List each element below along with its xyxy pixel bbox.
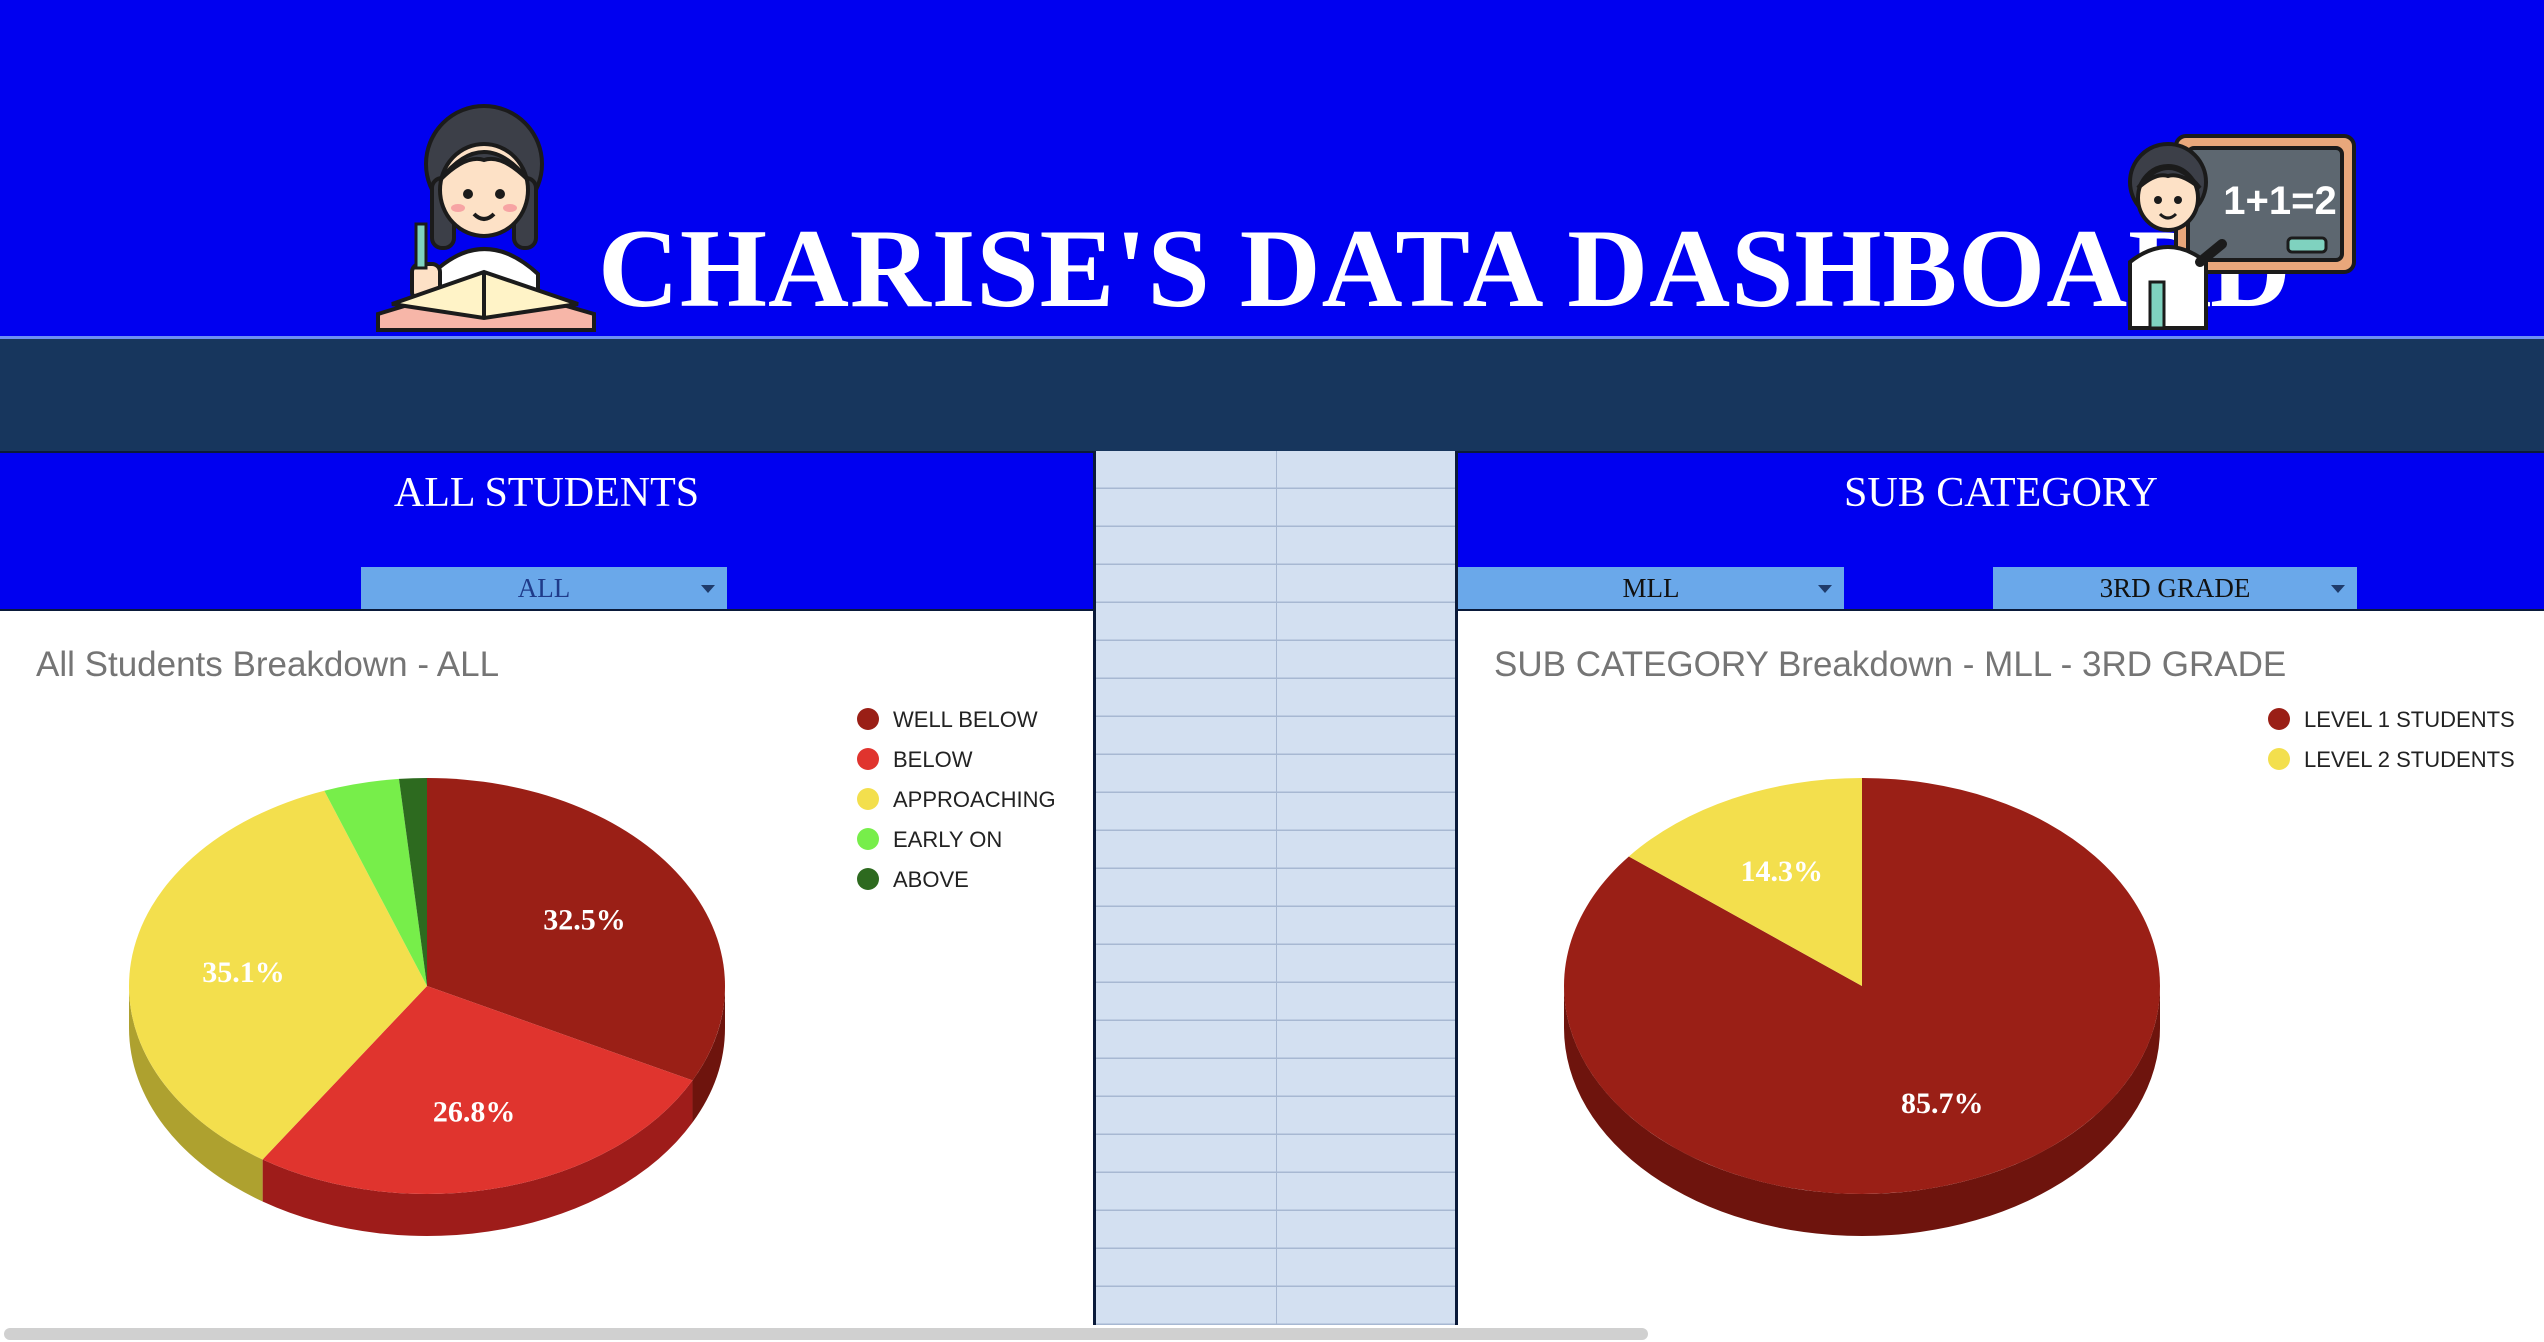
teacher-chalkboard-icon: 1+1=2 xyxy=(2128,134,2356,330)
grid-column-divider xyxy=(1276,451,1277,1325)
pie-slice-below[interactable] xyxy=(262,986,693,1194)
pie-slice-approaching[interactable] xyxy=(128,790,427,1160)
legend-marker xyxy=(857,788,879,810)
pie-data-label: 32.5% xyxy=(543,904,626,937)
grade-filter-value: 3RD GRADE xyxy=(2099,573,2251,603)
header-separator xyxy=(0,336,2544,339)
spreadsheet-grid-cells[interactable] xyxy=(1093,451,1458,1325)
grade-filter-dropdown[interactable]: 3RD GRADE xyxy=(1993,567,2357,609)
all-students-pie-chart: 32.5% 26.8% 35.1% WELL BELOW BELOW APPROACHIN… xyxy=(128,707,1056,1236)
sub-category-chart-container: SUB CATEGORY Breakdown - MLL - 3RD GRADE… xyxy=(1458,609,2544,1325)
all-students-filter-dropdown[interactable]: ALL xyxy=(361,567,727,609)
legend-marker xyxy=(2268,748,2290,770)
legend-marker xyxy=(2268,708,2290,730)
teacher-reading-book-icon xyxy=(376,104,596,332)
pie-data-label: 14.3% xyxy=(1741,855,1824,888)
subgroup-filter-dropdown[interactable]: MLL xyxy=(1458,567,1844,609)
pie-slice-early-on[interactable] xyxy=(324,778,427,986)
dashboard-header: CHARISE'S DATA DASHBOARD 1+1=2 xyxy=(0,0,2544,336)
pie-slice-level-2-students[interactable] xyxy=(1628,778,1862,986)
navy-banner xyxy=(0,339,2544,451)
legend-marker xyxy=(857,868,879,890)
legend-label: WELL BELOW xyxy=(893,707,1038,732)
sub-category-pie-chart: 85.7% 14.3% LEVEL 1 STUDENTS LEVEL 2 STUDEN… xyxy=(1564,707,2515,1236)
dashboard-title: CHARISE'S DATA DASHBOARD xyxy=(598,207,2292,331)
legend-marker xyxy=(857,708,879,730)
chevron-down-icon xyxy=(1818,585,1832,593)
pie-side-level-1-students xyxy=(1564,986,2160,1236)
chevron-down-icon xyxy=(701,585,715,593)
pie-data-label: 26.8% xyxy=(433,1096,516,1129)
legend-label: ABOVE xyxy=(893,867,969,892)
pie-data-label: 35.1% xyxy=(202,956,285,989)
all-students-chart-container: All Students Breakdown - ALL 32.5% 26.8% 3… xyxy=(0,609,1093,1325)
legend-label: LEVEL 1 STUDENTS xyxy=(2304,707,2515,732)
chart-title: SUB CATEGORY Breakdown - MLL - 3RD GRADE xyxy=(1494,645,2287,684)
all-students-title: ALL STUDENTS xyxy=(393,470,700,516)
all-students-filter-value: ALL xyxy=(517,573,571,603)
subgroup-filter-value: MLL xyxy=(1622,573,1680,603)
chart-title: All Students Breakdown - ALL xyxy=(36,645,500,684)
pie-data-label: 85.7% xyxy=(1901,1087,1984,1120)
pie-slice-above[interactable] xyxy=(398,778,427,986)
legend-label: LEVEL 2 STUDENTS xyxy=(2304,747,2515,772)
legend-label: EARLY ON xyxy=(893,827,1002,852)
legend-label: BELOW xyxy=(893,747,973,772)
all-students-panel-header: ALL STUDENTS ALL xyxy=(0,451,1093,609)
pie-slice-well-below[interactable] xyxy=(427,778,726,1081)
legend-label: APPROACHING xyxy=(893,787,1056,812)
sub-category-panel-header: SUB CATEGORY MLL 3RD GRADE xyxy=(1458,451,2544,609)
pie-side-approaching xyxy=(129,986,263,1202)
chevron-down-icon xyxy=(2331,585,2345,593)
legend-marker xyxy=(857,828,879,850)
legend-marker xyxy=(857,748,879,770)
sub-category-title: SUB CATEGORY xyxy=(1844,470,2158,516)
pie-side-well-below xyxy=(692,986,725,1123)
horizontal-scrollbar[interactable] xyxy=(4,1328,1648,1340)
pie-side-below xyxy=(262,1080,693,1236)
chalkboard-text: 1+1=2 xyxy=(2223,179,2336,223)
